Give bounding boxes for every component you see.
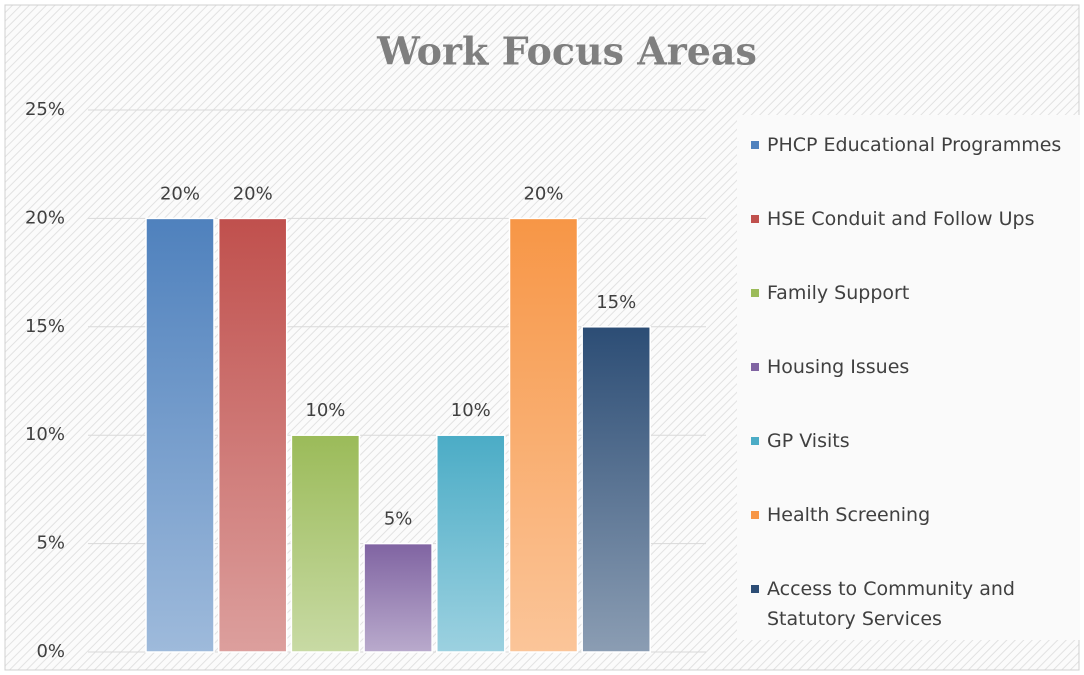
legend-swatch [751,437,759,445]
chart-title: Work Focus Areas [376,29,757,74]
y-tick-label: 25% [25,99,65,120]
legend-label: HSE Conduit and Follow Ups [767,208,1035,230]
data-label: 20% [160,183,200,204]
legend-label: Housing Issues [767,356,910,378]
legend-label: Access to Community and Statutory Servic… [767,578,1015,630]
legend-label: Family Support [767,282,910,304]
bar [363,542,433,653]
legend-swatch [751,289,759,297]
legend-swatch [751,585,759,593]
bar [290,434,361,653]
legend-label: Health Screening [767,504,931,526]
legend: PHCP Educational Programmes HSE Conduit a… [737,115,1080,640]
legend-swatch [751,363,759,371]
y-tick-label: 5% [36,533,65,554]
legend-label: PHCP Educational Programmes [767,134,1062,156]
legend-item: Access to Community and Statutory Servic… [751,574,1071,634]
bar [581,326,651,653]
y-tick-label: 10% [25,424,65,445]
data-label: 10% [305,400,345,421]
legend-label: GP Visits [767,430,850,452]
bar [436,434,506,653]
y-tick-label: 15% [25,316,65,337]
legend-item: Family Support [751,278,1071,308]
y-tick-label: 0% [36,641,65,662]
y-tick-label: 20% [25,207,65,228]
bar [508,217,579,653]
legend-item: HSE Conduit and Follow Ups [751,204,1071,234]
legend-swatch [751,141,759,149]
legend-item: PHCP Educational Programmes [751,130,1071,160]
data-label: 10% [451,400,491,421]
data-label: 20% [523,183,563,204]
data-label: 20% [233,183,273,204]
bar [145,217,215,653]
legend-item: Housing Issues [751,352,1071,382]
legend-item: Health Screening [751,500,1071,530]
bar [217,217,288,653]
legend-item: GP Visits [751,426,1071,456]
legend-swatch [751,215,759,223]
data-label: 5% [384,509,413,530]
legend-swatch [751,511,759,519]
data-label: 15% [596,292,636,313]
